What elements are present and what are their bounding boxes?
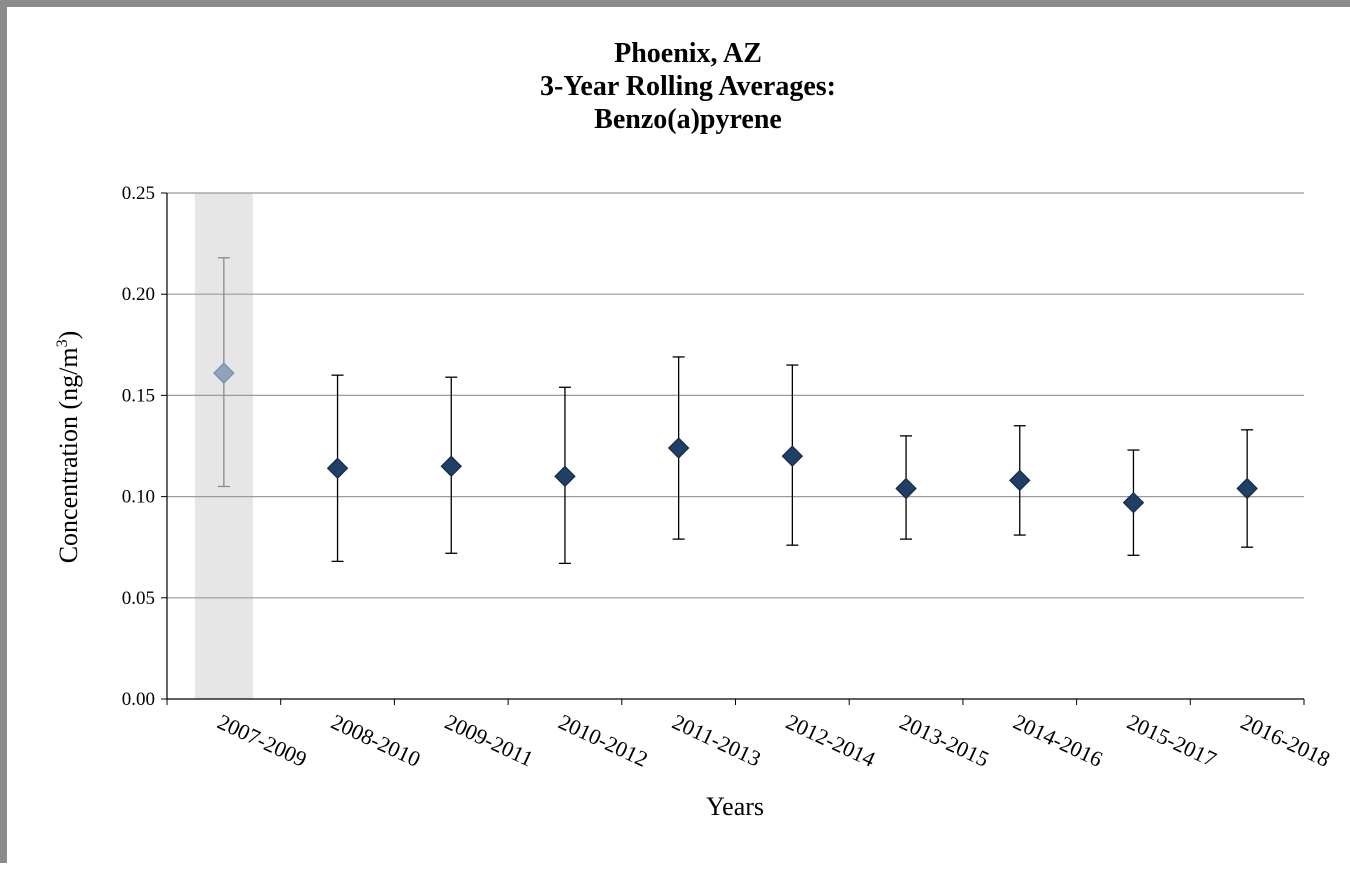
diamond-marker [667,437,690,459]
x-tick-label-2007-2009: 2007-2009 [214,709,311,772]
chart-svg: 0.00 0.05 0.10 0.15 0.20 0.25 2007-2009 2008-20… [54,38,1334,821]
y-tick-label: 0.25 [122,183,155,204]
y-tick-label: 0.00 [122,689,155,710]
x-tick-label-2009-2011: 2009-2011 [441,709,537,772]
axis-layer: 0.00 0.05 0.10 0.15 0.20 0.25 2007-2009 2008-20… [122,183,1334,772]
data-point-2013-2015 [895,435,917,540]
diamond-marker [895,477,917,500]
chart-title-line-3: Benzo(a)pyrene [594,104,782,135]
diamond-marker [1236,477,1258,500]
data-point-2015-2017 [1122,449,1145,556]
y-tick-label: 0.05 [122,588,155,609]
data-point-2007-2009 [213,257,235,488]
data-point-2014-2016 [1009,425,1031,536]
y-tick-label: 0.10 [122,487,155,508]
diamond-marker [326,457,349,479]
x-axis-label: Years [706,792,764,821]
x-tick-label-2012-2014: 2012-2014 [782,709,879,772]
chart-title: Phoenix, AZ 3-Year Rolling Averages: Ben… [540,38,836,135]
y-axis-label-end: ) [54,331,83,340]
diamond-marker [1009,469,1031,492]
x-tick-label-2011-2013: 2011-2013 [669,709,765,772]
x-tick-label-2016-2018: 2016-2018 [1237,709,1334,772]
data-point-2012-2014 [781,364,804,546]
y-axis-label-superscript: 3 [54,339,71,347]
diamond-marker [1122,491,1145,514]
chart-title-line-1: Phoenix, AZ [614,38,762,69]
data-point-2010-2012 [554,386,576,565]
data-point-2008-2010 [326,374,349,563]
diamond-marker [554,465,576,488]
data-point-2009-2011 [440,376,462,554]
y-tick-label: 0.15 [122,385,155,406]
x-tick-label-2014-2016: 2014-2016 [1010,709,1107,772]
data-layer [213,257,1258,565]
diamond-marker [213,362,235,384]
data-point-2011-2013 [667,356,690,540]
data-point-2016-2018 [1236,429,1258,548]
x-tick-label-2015-2017: 2015-2017 [1123,709,1220,772]
x-tick-label-2010-2012: 2010-2012 [555,709,652,772]
y-axis-label-main: Concentration (ng/m [54,347,83,563]
x-tick-label-2008-2010: 2008-2010 [327,709,424,772]
y-tick-label: 0.20 [122,284,155,305]
diamond-marker [781,445,804,467]
chart-title-line-2: 3-Year Rolling Averages: [540,71,836,102]
gridline-layer [167,192,1304,599]
x-tick-label-2013-2015: 2013-2015 [896,709,993,772]
y-axis-label: Concentration (ng/m3) [54,331,83,564]
diamond-marker [440,455,462,477]
